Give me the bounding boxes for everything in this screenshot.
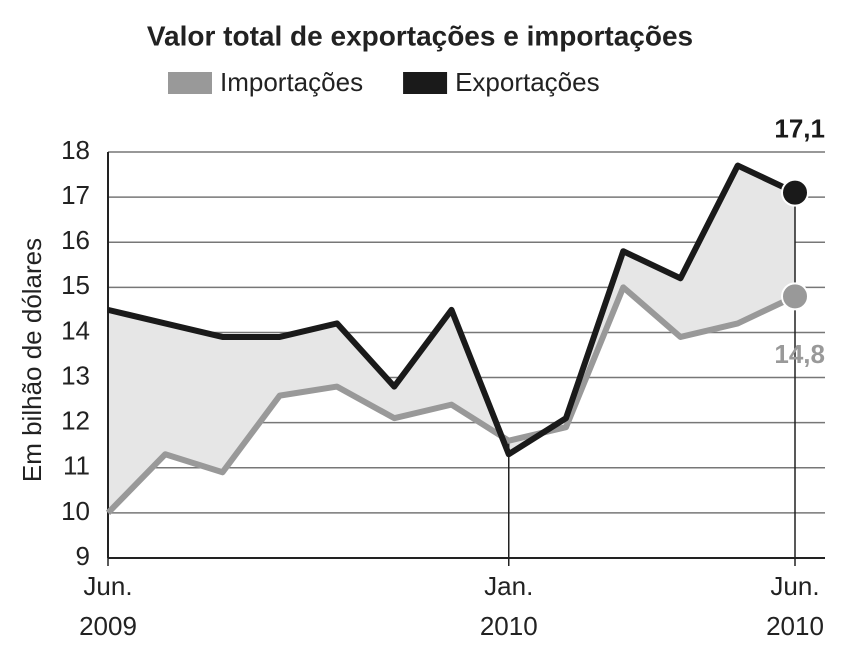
x-tick-label: Jun. 2009	[79, 571, 137, 641]
series-line	[105, 284, 797, 515]
end-marker	[781, 178, 809, 207]
x-tick-label: Jun. 2010	[766, 571, 824, 641]
end-marker	[781, 282, 809, 311]
chart-title: Valor total de exportações e importações	[147, 20, 693, 51]
value-label: 17,1	[774, 113, 825, 143]
y-tick-label: 13	[61, 360, 90, 390]
y-tick-label: 17	[61, 180, 90, 210]
y-tick-label: 9	[76, 541, 90, 571]
gap-area	[108, 165, 795, 513]
y-tick-label: 10	[61, 496, 90, 526]
series-line	[107, 162, 797, 458]
y-tick-label: 16	[61, 225, 90, 255]
y-tick-label: 15	[61, 270, 90, 300]
value-label: 14,8	[774, 339, 825, 369]
legend-label: Importações	[220, 67, 363, 97]
x-tick-label: Jan. 2010	[479, 571, 538, 641]
legend-swatch	[168, 72, 212, 94]
y-tick-label: 14	[61, 315, 90, 345]
y-tick-label: 11	[63, 451, 90, 481]
y-axis-label: Em bilhão de dólares	[17, 238, 47, 482]
legend-swatch	[403, 72, 448, 94]
y-tick-label: 18	[61, 135, 90, 165]
y-tick-label: 12	[61, 406, 90, 436]
legend-label: Exportações	[455, 67, 600, 97]
